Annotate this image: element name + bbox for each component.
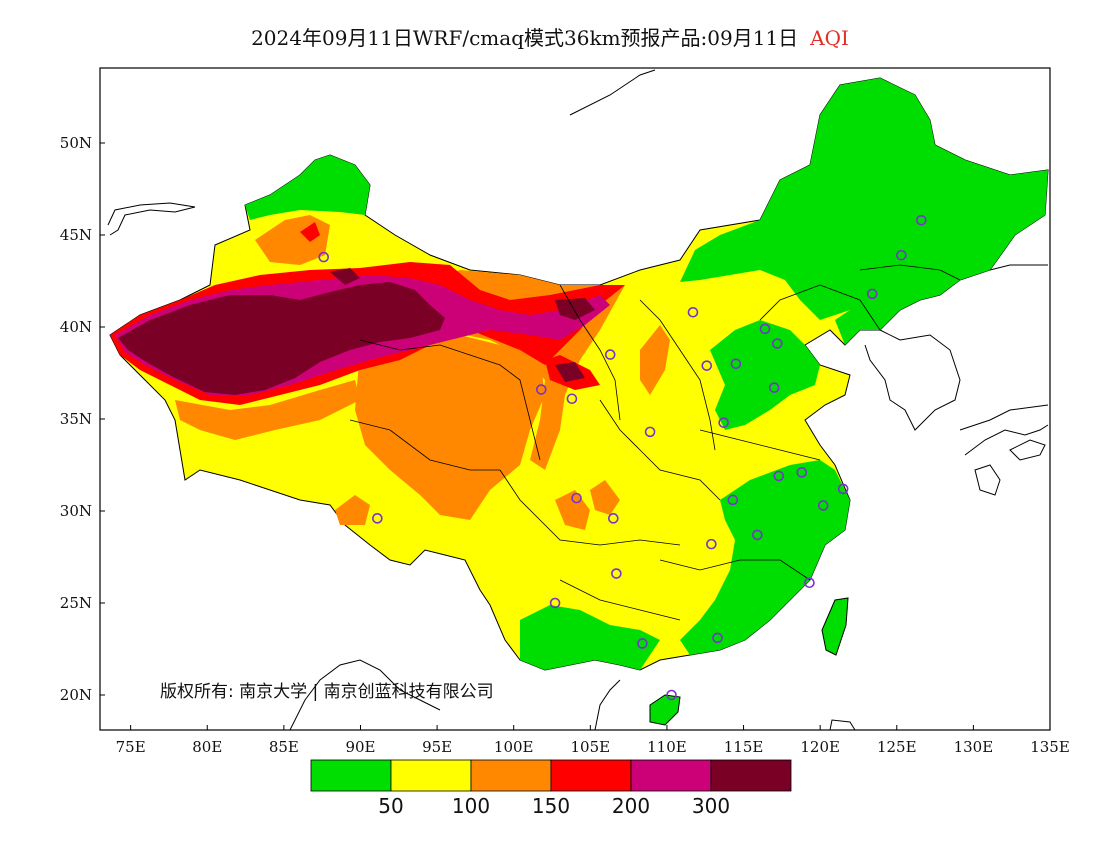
station-marker [571, 492, 582, 504]
station-marker [666, 689, 677, 701]
colorbar-label: 100 [452, 794, 490, 818]
lon-tick-label: 80E [192, 738, 222, 756]
green-zone-south [520, 605, 660, 670]
station-marker [611, 568, 622, 579]
orange-zone-shanxi [640, 325, 670, 395]
orange-zone-chongqing [590, 480, 620, 515]
maroon-zone-alashan [555, 298, 595, 320]
maroon-zone-ordos [555, 362, 585, 382]
station-marker [706, 538, 717, 550]
colorbar-label: 50 [378, 794, 403, 818]
lon-tick-label: 105E [571, 738, 611, 756]
colorbar-swatch [630, 759, 712, 792]
station-marker [718, 417, 729, 428]
colorbar-swatch [710, 759, 792, 792]
green-zone-north-china [710, 320, 820, 430]
lon-tick-label: 135E [1030, 738, 1070, 756]
station-marker [915, 214, 927, 226]
station-marker [637, 638, 648, 649]
lon-tick-label: 90E [345, 738, 375, 756]
station-marker [817, 500, 829, 511]
lon-tick-label: 85E [269, 738, 299, 756]
station-marker [549, 597, 561, 609]
red-zone-junggar [300, 222, 320, 242]
green-zone-southeast [680, 460, 850, 655]
colorbar-swatch [550, 759, 632, 792]
orange-zone-tibet-south [335, 495, 370, 525]
orange-zone-southern-xinjiang-rim [175, 380, 360, 440]
colorbar-label: 150 [532, 794, 570, 818]
lon-tick-label: 125E [877, 738, 917, 756]
copyright-text: 版权所有: 南京大学 | 南京创蓝科技有限公司 [160, 682, 494, 702]
province-borders [349, 264, 961, 621]
lat-tick-label: 35N [60, 410, 92, 428]
station-marker [730, 358, 742, 370]
station-marker [773, 470, 785, 482]
neighbor-coastlines [107, 69, 1049, 730]
lat-tick-label: 20N [60, 686, 92, 704]
station-marker [727, 494, 739, 506]
station-marker [701, 360, 713, 371]
station-marker [372, 513, 383, 524]
station-marker [771, 338, 783, 349]
lon-tick-label: 115E [724, 738, 764, 756]
green-zone-northwest [245, 155, 370, 220]
station-marker [608, 513, 619, 524]
station-marker [752, 529, 763, 541]
title-text: 2024年09月11日WRF/cmaq模式36km预报产品:09月11日 [251, 26, 799, 50]
station-marker [759, 323, 771, 335]
monitoring-stations [318, 214, 927, 701]
station-marker [687, 306, 699, 318]
station-marker [837, 483, 849, 495]
station-marker [644, 426, 656, 438]
lon-tick-label: 120E [800, 738, 840, 756]
lat-tick-label: 30N [60, 502, 92, 520]
aqi-colorbar: 50 100 150 200 300 [310, 759, 792, 818]
map-area [107, 69, 1049, 730]
variable-label: AQI [810, 26, 849, 50]
lon-tick-label: 75E [116, 738, 146, 756]
lat-tick-label: 25N [60, 594, 92, 612]
colorbar-label: 300 [692, 794, 730, 818]
colorbar-swatch [390, 759, 472, 792]
lat-tick-label: 40N [60, 318, 92, 336]
station-marker [896, 249, 907, 261]
lon-tick-label: 110E [647, 738, 687, 756]
colorbar-swatch [310, 759, 392, 792]
map-title: 2024年09月11日WRF/cmaq模式36km预报产品:09月11日 AQI [0, 22, 1100, 51]
lat-tick-label: 45N [60, 226, 92, 244]
station-marker [535, 384, 547, 395]
map-frame [99, 67, 1051, 731]
colorbar-swatch [470, 759, 552, 792]
lat-tick-label: 50N [60, 134, 92, 152]
lon-tick-label: 130E [954, 738, 994, 756]
station-marker [604, 349, 616, 360]
maroon-zone-taklimakan [118, 282, 445, 395]
lon-tick-label: 100E [494, 738, 534, 756]
latitude-axis: 20N 25N 30N 35N 40N 45N 50N [60, 134, 105, 704]
station-marker [804, 577, 815, 589]
hainan-island [649, 694, 681, 726]
lon-tick-label: 95E [422, 738, 452, 756]
station-marker [768, 382, 780, 394]
station-marker [796, 467, 808, 478]
station-marker [566, 393, 578, 405]
orange-zone-qinghai-tibet [355, 335, 545, 520]
longitude-axis: 75E 80E 85E 90E 95E 100E 105E 110E 115E 120E 125E 1… [116, 725, 1070, 756]
station-marker [318, 251, 330, 263]
station-marker [712, 632, 723, 644]
station-marker [866, 288, 878, 300]
colorbar-label: 200 [612, 794, 650, 818]
taiwan-island [821, 597, 849, 656]
maroon-zone-turpan [330, 268, 360, 285]
